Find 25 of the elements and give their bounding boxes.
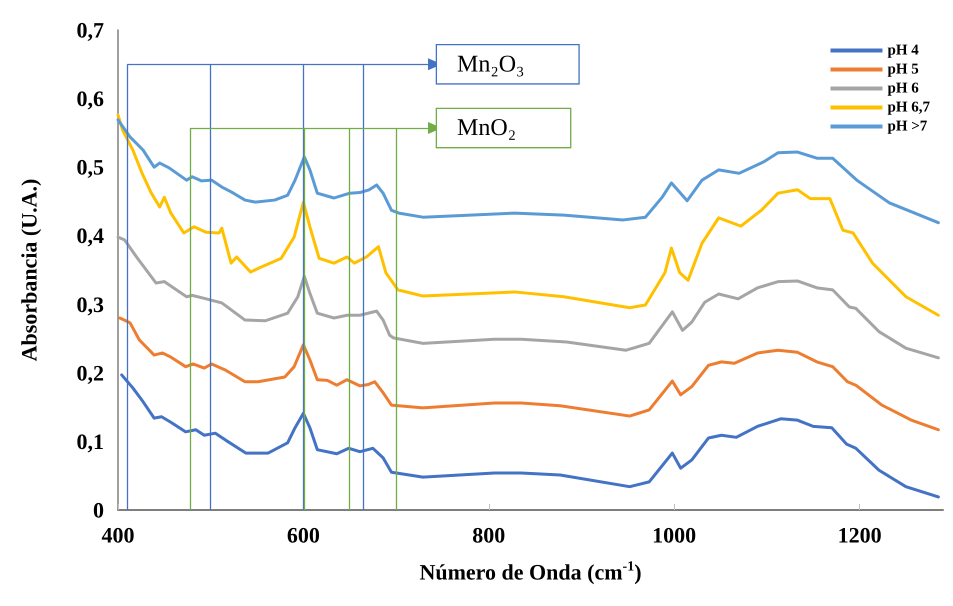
line-series [116,114,940,317]
line-series [118,316,940,432]
legend-label: pH 5 [887,62,919,78]
y-tick-label: 0,1 [76,428,104,454]
y-axis-title: Absorbancia (U.A.) [16,178,42,362]
y-tick-label: 0 [93,498,104,522]
y-tick-label: 0,3 [76,292,104,317]
x-tick-label: 400 [102,522,134,548]
legend-label: pH 6,7 [887,100,930,116]
legend-label: pH >7 [887,118,928,134]
y-tick-label: 0,2 [76,360,104,386]
legend-label: pH 4 [887,42,920,58]
x-tick-label: 1200 [838,522,882,548]
line-series [116,236,940,360]
annotation: MnO₂ [457,115,516,142]
legend-label: pH 6 [887,80,920,96]
x-tick-label: 1000 [652,522,696,548]
x-tick-label: 800 [472,522,506,548]
line-series [116,118,940,224]
y-tick-label: 0,4 [76,223,104,248]
x-tick-label: 600 [286,522,320,548]
annotation: Mn₂O₃ [457,51,524,78]
y-tick-label: 0,5 [76,154,104,180]
y-tick-label: 0,6 [76,86,104,112]
y-tick-label: 0,7 [76,18,104,42]
